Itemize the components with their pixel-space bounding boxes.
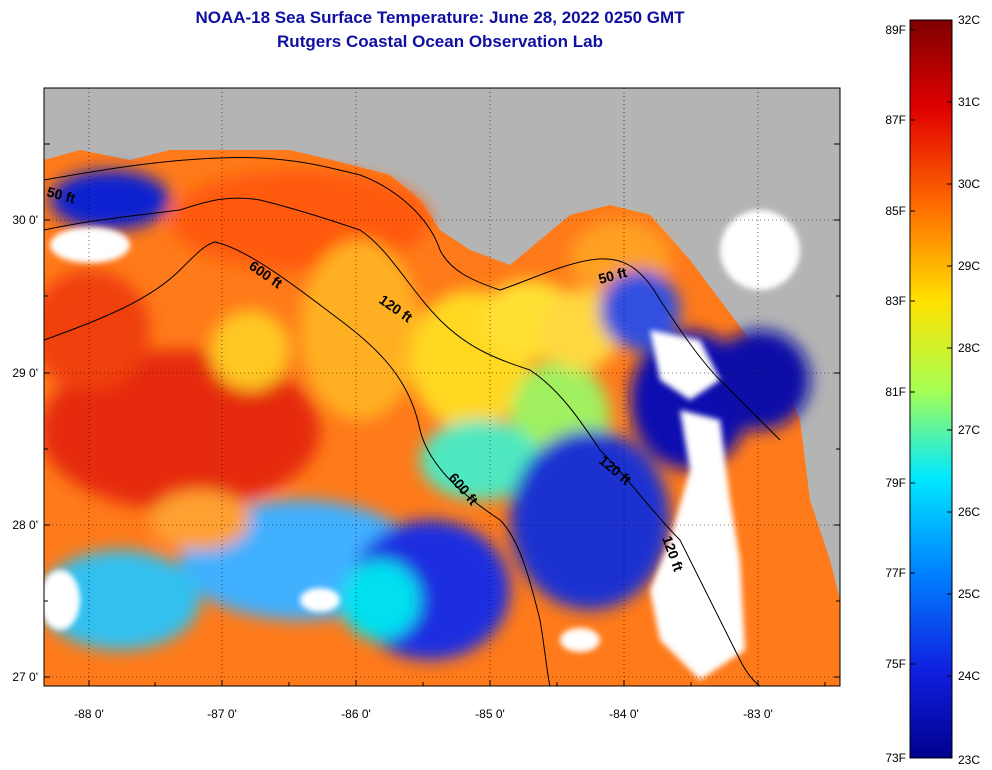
- lon-label: -83 0': [743, 707, 773, 721]
- plot-frame: [43, 87, 841, 687]
- colorbar-c-label: 25C: [958, 587, 980, 601]
- colorbar-f-label: 85F: [885, 204, 906, 218]
- map-subtitle: Rutgers Coastal Ocean Observation Lab: [277, 32, 603, 51]
- colorbar-f-label: 75F: [885, 657, 906, 671]
- graticule: [44, 88, 840, 686]
- lat-label: 30 0': [12, 213, 38, 227]
- colorbar-c-label: 24C: [958, 669, 980, 683]
- colorbar-f-label: 77F: [885, 566, 906, 580]
- lat-label: 29 0': [12, 366, 38, 380]
- lon-label: -86 0': [341, 707, 371, 721]
- lat-label: 27 0': [12, 670, 38, 684]
- contour-label: 50 ft: [45, 183, 77, 206]
- colorbar-c-label: 29C: [958, 259, 980, 273]
- lon-label: -85 0': [475, 707, 505, 721]
- colorbar-c-label: 27C: [958, 423, 980, 437]
- cloud-mask: [44, 210, 800, 680]
- lon-label: -87 0': [207, 707, 237, 721]
- lat-label: 28 0': [12, 518, 38, 532]
- colorbar-c-label: 30C: [958, 177, 980, 191]
- colorbar-f-label: 73F: [885, 751, 906, 765]
- colorbar-f-label: 87F: [885, 113, 906, 127]
- colorbar-c-label: 32C: [958, 13, 980, 27]
- colorbar-c-label: 26C: [958, 505, 980, 519]
- colorbar-ticks: [910, 19, 952, 677]
- colorbar-c-label: 28C: [958, 341, 980, 355]
- map-title: NOAA-18 Sea Surface Temperature: June 28…: [195, 8, 685, 27]
- lon-label: -88 0': [74, 707, 104, 721]
- colorbar-c-label: 31C: [958, 95, 980, 109]
- depth-contours: [44, 157, 781, 686]
- frame-ticks: [44, 143, 840, 686]
- colorbar-f-label: 89F: [885, 23, 906, 37]
- sst-field: [44, 170, 810, 660]
- temperature-colorbar: [909, 19, 953, 759]
- contour-label: 50 ft: [597, 264, 629, 287]
- lon-label: -84 0': [609, 707, 639, 721]
- colorbar-c-label: 23C: [958, 753, 980, 767]
- colorbar-f-label: 81F: [885, 385, 906, 399]
- colorbar-f-label: 79F: [885, 476, 906, 490]
- colorbar-f-label: 83F: [885, 294, 906, 308]
